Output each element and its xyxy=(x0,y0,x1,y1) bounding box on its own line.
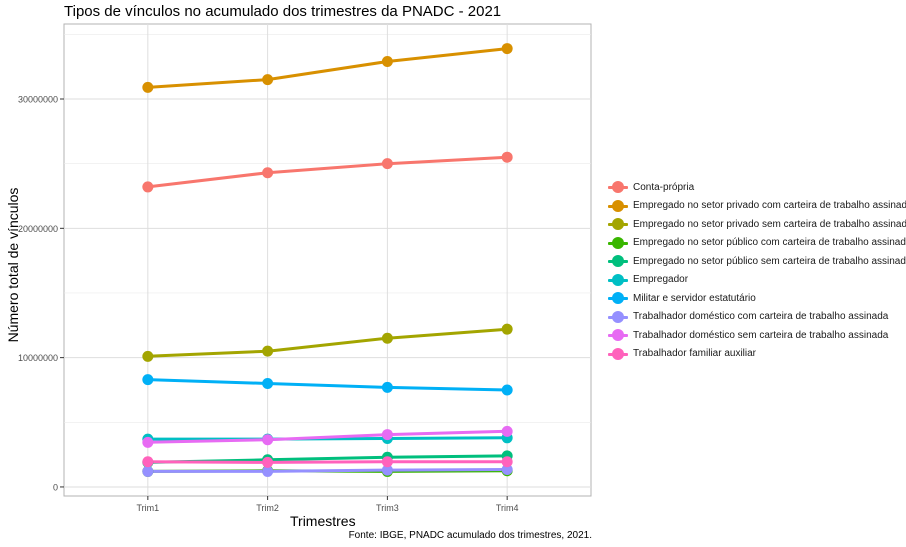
y-tick-label: 0 xyxy=(53,482,58,492)
legend-label: Conta-própria xyxy=(633,181,695,193)
legend-item: Empregador xyxy=(607,271,906,290)
legend-label: Empregador xyxy=(633,274,689,286)
data-point-9-2 xyxy=(381,456,393,468)
chart-caption: Fonte: IBGE, PNADC acumulado dos trimest… xyxy=(348,530,592,541)
legend-item: Militar e servidor estatutário xyxy=(607,289,906,308)
legend-label: Empregado no setor público com carteira … xyxy=(633,237,906,249)
data-point-6-0 xyxy=(142,374,154,386)
series-line-2 xyxy=(146,327,509,358)
data-point-8-2 xyxy=(381,429,393,441)
data-point-9-1 xyxy=(262,456,274,468)
legend-item: Trabalhador doméstico sem carteira de tr… xyxy=(607,326,906,345)
legend-item: Empregado no setor público sem carteira … xyxy=(607,252,906,271)
data-point-0-1 xyxy=(262,167,274,179)
legend-key xyxy=(607,178,629,196)
y-tick-label: 20000000 xyxy=(18,224,58,234)
series-line-9 xyxy=(146,460,509,464)
legend-label: Empregado no setor privado sem carteira … xyxy=(633,218,906,230)
legend-key xyxy=(607,252,629,270)
legend-key xyxy=(607,308,629,326)
data-point-0-2 xyxy=(381,158,393,170)
legend-label: Empregado no setor privado com carteira … xyxy=(633,200,906,212)
chart-title: Tipos de vínculos no acumulado dos trime… xyxy=(64,3,502,20)
data-point-8-0 xyxy=(142,436,154,448)
data-point-0-3 xyxy=(501,151,513,163)
data-point-2-0 xyxy=(142,350,154,362)
data-point-8-1 xyxy=(262,434,274,446)
x-tick-label: Trim3 xyxy=(376,503,399,513)
legend-item: Conta-própria xyxy=(607,178,906,197)
series-line-6 xyxy=(146,378,509,392)
legend-label: Militar e servidor estatutário xyxy=(633,292,756,304)
data-point-0-0 xyxy=(142,181,154,193)
y-tick-label: 30000000 xyxy=(18,95,58,105)
legend-label: Trabalhador doméstico com carteira de tr… xyxy=(633,311,889,323)
y-axis-ticks: 0 10000000 20000000 30000000 xyxy=(18,95,64,492)
legend-key xyxy=(607,326,629,344)
legend-item: Trabalhador familiar auxiliar xyxy=(607,345,906,364)
legend-label: Empregado no setor público sem carteira … xyxy=(633,255,906,267)
series-line-1 xyxy=(146,47,509,89)
data-point-1-1 xyxy=(262,74,274,86)
data-point-6-1 xyxy=(262,377,274,389)
data-point-9-0 xyxy=(142,456,154,468)
series-line-7 xyxy=(146,468,509,473)
x-tick-label: Trim2 xyxy=(256,503,279,513)
y-axis-label: Número total de vínculos xyxy=(5,187,21,343)
legend-key xyxy=(607,197,629,215)
plot-border xyxy=(63,23,592,497)
x-tick-label: Trim4 xyxy=(496,503,519,513)
x-axis-label: Trimestres xyxy=(290,513,356,529)
data-point-7-2 xyxy=(381,464,393,476)
data-point-6-3 xyxy=(501,384,513,396)
legend-key xyxy=(607,345,629,363)
legend-label: Trabalhador familiar auxiliar xyxy=(633,348,757,360)
series-line-5 xyxy=(146,436,509,441)
legend-item: Empregado no setor público com carteira … xyxy=(607,234,906,253)
legend-key xyxy=(607,289,629,307)
legend-key xyxy=(607,215,629,233)
data-point-1-0 xyxy=(142,81,154,93)
data-point-2-3 xyxy=(501,323,513,335)
x-axis-ticks: Trim1 Trim2 Trim3 Trim4 xyxy=(137,496,519,513)
y-tick-label: 10000000 xyxy=(18,353,58,363)
data-point-8-3 xyxy=(501,425,513,437)
data-point-2-1 xyxy=(262,345,274,357)
data-point-9-3 xyxy=(501,456,513,468)
data-point-2-2 xyxy=(381,332,393,344)
legend-item: Empregado no setor privado sem carteira … xyxy=(607,215,906,234)
data-point-7-0 xyxy=(142,465,154,477)
series-line-0 xyxy=(146,155,509,189)
series-lines xyxy=(142,43,513,477)
legend: Conta-própria Empregado no setor privado … xyxy=(607,178,906,363)
data-point-6-2 xyxy=(381,381,393,393)
data-point-1-2 xyxy=(381,56,393,68)
series-line-8 xyxy=(146,429,509,444)
data-point-1-3 xyxy=(501,43,513,55)
x-tick-label: Trim1 xyxy=(137,503,160,513)
legend-key xyxy=(607,271,629,289)
data-point-7-3 xyxy=(501,463,513,475)
plot-panel xyxy=(63,23,592,497)
legend-key xyxy=(607,234,629,252)
grid-lines xyxy=(64,24,591,496)
legend-item: Trabalhador doméstico com carteira de tr… xyxy=(607,308,906,327)
legend-item: Empregado no setor privado com carteira … xyxy=(607,197,906,216)
data-point-7-1 xyxy=(262,465,274,477)
legend-label: Trabalhador doméstico sem carteira de tr… xyxy=(633,329,889,341)
